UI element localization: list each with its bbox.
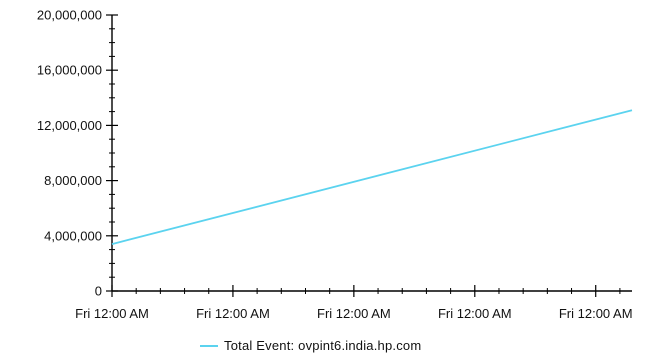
y-tick-label: 4,000,000	[44, 228, 102, 243]
x-tick-label: Fri 12:00 AM	[438, 306, 512, 321]
series-layer	[111, 109, 633, 245]
legend-swatch	[200, 344, 218, 347]
y-tick-label: 8,000,000	[44, 173, 102, 188]
y-tick-label: 0	[95, 284, 102, 299]
x-axis: Fri 12:00 AM Fri 12:00 AM Fri 12:00 AM Fri …	[75, 285, 633, 321]
x-tick-label: Fri 12:00 AM	[75, 306, 149, 321]
y-axis: 0 4,000,000 8,000,000 12,000,000 16,000,000 2…	[37, 8, 118, 299]
x-tick-label: Fri 12:00 AM	[317, 306, 391, 321]
y-tick-label: 20,000,000	[37, 8, 102, 23]
x-tick-label: Fri 12:00 AM	[559, 306, 633, 321]
y-tick-label: 16,000,000	[37, 63, 102, 78]
line-chart: 0 4,000,000 8,000,000 12,000,000 16,000,000 2…	[37, 8, 633, 322]
legend-label: Total Event: ovpint6.india.hp.com	[224, 338, 422, 353]
legend: Total Event: ovpint6.india.hp.com	[200, 338, 421, 353]
series-line	[111, 109, 633, 245]
x-tick-label: Fri 12:00 AM	[196, 306, 270, 321]
y-tick-label: 12,000,000	[37, 118, 102, 133]
